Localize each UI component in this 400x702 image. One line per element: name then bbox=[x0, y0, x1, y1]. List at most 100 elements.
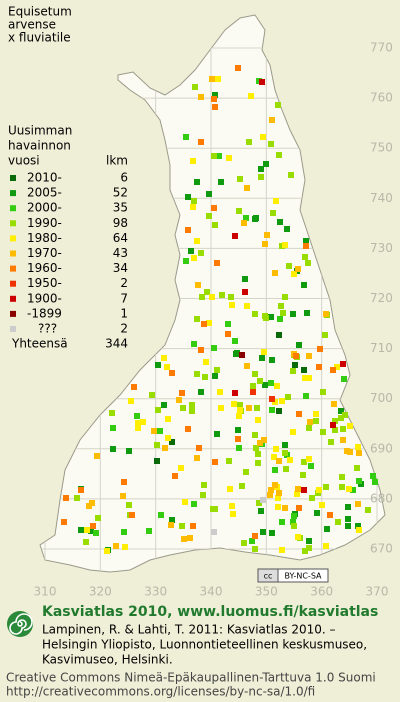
record-square bbox=[291, 271, 297, 277]
x-grid-label: 330 bbox=[144, 585, 167, 599]
record-square bbox=[275, 102, 281, 108]
legend-count: 2 bbox=[120, 322, 128, 336]
record-square bbox=[242, 289, 248, 295]
record-square bbox=[179, 390, 185, 396]
record-square bbox=[89, 500, 95, 506]
footer-heading: Kasviatlas 2010, www.luomus.fi/kasviatla… bbox=[42, 604, 378, 620]
record-square bbox=[296, 505, 302, 511]
record-square bbox=[164, 364, 170, 370]
record-square bbox=[269, 407, 275, 413]
record-square bbox=[260, 134, 266, 140]
record-square bbox=[230, 511, 236, 517]
record-square bbox=[122, 544, 128, 550]
legend-swatch bbox=[10, 220, 16, 227]
record-square bbox=[190, 523, 196, 529]
record-square bbox=[248, 93, 254, 99]
record-square bbox=[226, 155, 232, 161]
y-grid-label: 700 bbox=[370, 391, 393, 405]
record-square bbox=[154, 458, 160, 464]
record-square bbox=[202, 374, 208, 380]
record-square bbox=[155, 362, 161, 368]
record-square bbox=[88, 528, 94, 534]
record-square bbox=[229, 302, 235, 308]
record-square bbox=[275, 504, 281, 510]
record-square bbox=[211, 205, 217, 211]
legend-heading: vuosi bbox=[8, 154, 40, 168]
record-square bbox=[215, 76, 221, 82]
legend-swatch bbox=[10, 326, 16, 332]
record-square bbox=[252, 311, 258, 317]
record-square bbox=[183, 258, 189, 264]
record-square bbox=[316, 364, 322, 370]
record-square bbox=[210, 506, 216, 512]
record-square bbox=[228, 294, 234, 300]
record-square bbox=[120, 493, 126, 499]
record-square bbox=[232, 233, 238, 239]
record-square bbox=[225, 331, 231, 337]
record-square bbox=[370, 473, 376, 479]
record-square bbox=[306, 425, 312, 431]
record-square bbox=[263, 161, 269, 167]
record-square bbox=[194, 371, 200, 377]
citation: Lampinen, R. & Lahti, T. 2011: Kasviatla… bbox=[42, 623, 336, 637]
record-square bbox=[232, 338, 238, 344]
record-square bbox=[300, 472, 306, 478]
legend-count: 43 bbox=[113, 246, 128, 260]
record-square bbox=[236, 445, 242, 451]
record-square bbox=[188, 248, 194, 254]
record-square bbox=[244, 185, 250, 191]
legend-swatch bbox=[10, 265, 16, 272]
license: Creative Commons Nimeä-Epäkaupallinen-Ta… bbox=[6, 671, 376, 685]
record-square bbox=[335, 519, 341, 525]
record-square bbox=[282, 450, 288, 456]
record-square bbox=[191, 198, 197, 204]
record-square bbox=[290, 368, 296, 374]
record-square bbox=[255, 417, 261, 423]
record-square bbox=[61, 519, 67, 525]
record-square bbox=[341, 376, 347, 382]
record-square bbox=[319, 502, 325, 508]
y-grid-label: 690 bbox=[370, 441, 393, 455]
legend-count: 7 bbox=[120, 291, 128, 305]
record-square bbox=[260, 529, 266, 535]
record-square bbox=[195, 282, 201, 288]
record-square bbox=[209, 294, 215, 300]
legend-label: 2000- bbox=[27, 201, 62, 215]
record-square bbox=[313, 411, 319, 417]
record-square bbox=[183, 134, 189, 140]
title: arvense bbox=[8, 18, 56, 32]
record-square bbox=[204, 289, 210, 295]
legend-count: 1 bbox=[120, 306, 128, 320]
record-square bbox=[268, 314, 274, 320]
record-square bbox=[250, 389, 256, 395]
record-square bbox=[355, 523, 361, 529]
record-square bbox=[241, 540, 247, 546]
record-square bbox=[256, 500, 262, 506]
record-square bbox=[306, 545, 312, 551]
record-square bbox=[234, 350, 240, 356]
record-square bbox=[268, 380, 274, 386]
record-square bbox=[307, 419, 313, 425]
record-square bbox=[356, 527, 362, 533]
record-square bbox=[104, 548, 110, 554]
record-square bbox=[267, 492, 273, 498]
record-square bbox=[165, 416, 171, 422]
record-square bbox=[243, 469, 249, 475]
record-square bbox=[331, 401, 337, 407]
record-square bbox=[93, 530, 99, 536]
record-square bbox=[179, 523, 185, 529]
record-square bbox=[276, 490, 282, 496]
record-square bbox=[260, 497, 266, 503]
record-square bbox=[303, 243, 309, 249]
record-square bbox=[169, 517, 175, 523]
record-square bbox=[200, 492, 206, 498]
record-square bbox=[303, 238, 309, 244]
record-square bbox=[301, 282, 307, 288]
record-square bbox=[295, 534, 301, 540]
record-square bbox=[237, 176, 243, 182]
record-square bbox=[280, 310, 286, 316]
x-grid-label: 310 bbox=[34, 585, 57, 599]
title: x fluviatile bbox=[8, 31, 71, 45]
record-square bbox=[304, 310, 310, 316]
record-square bbox=[276, 152, 282, 158]
